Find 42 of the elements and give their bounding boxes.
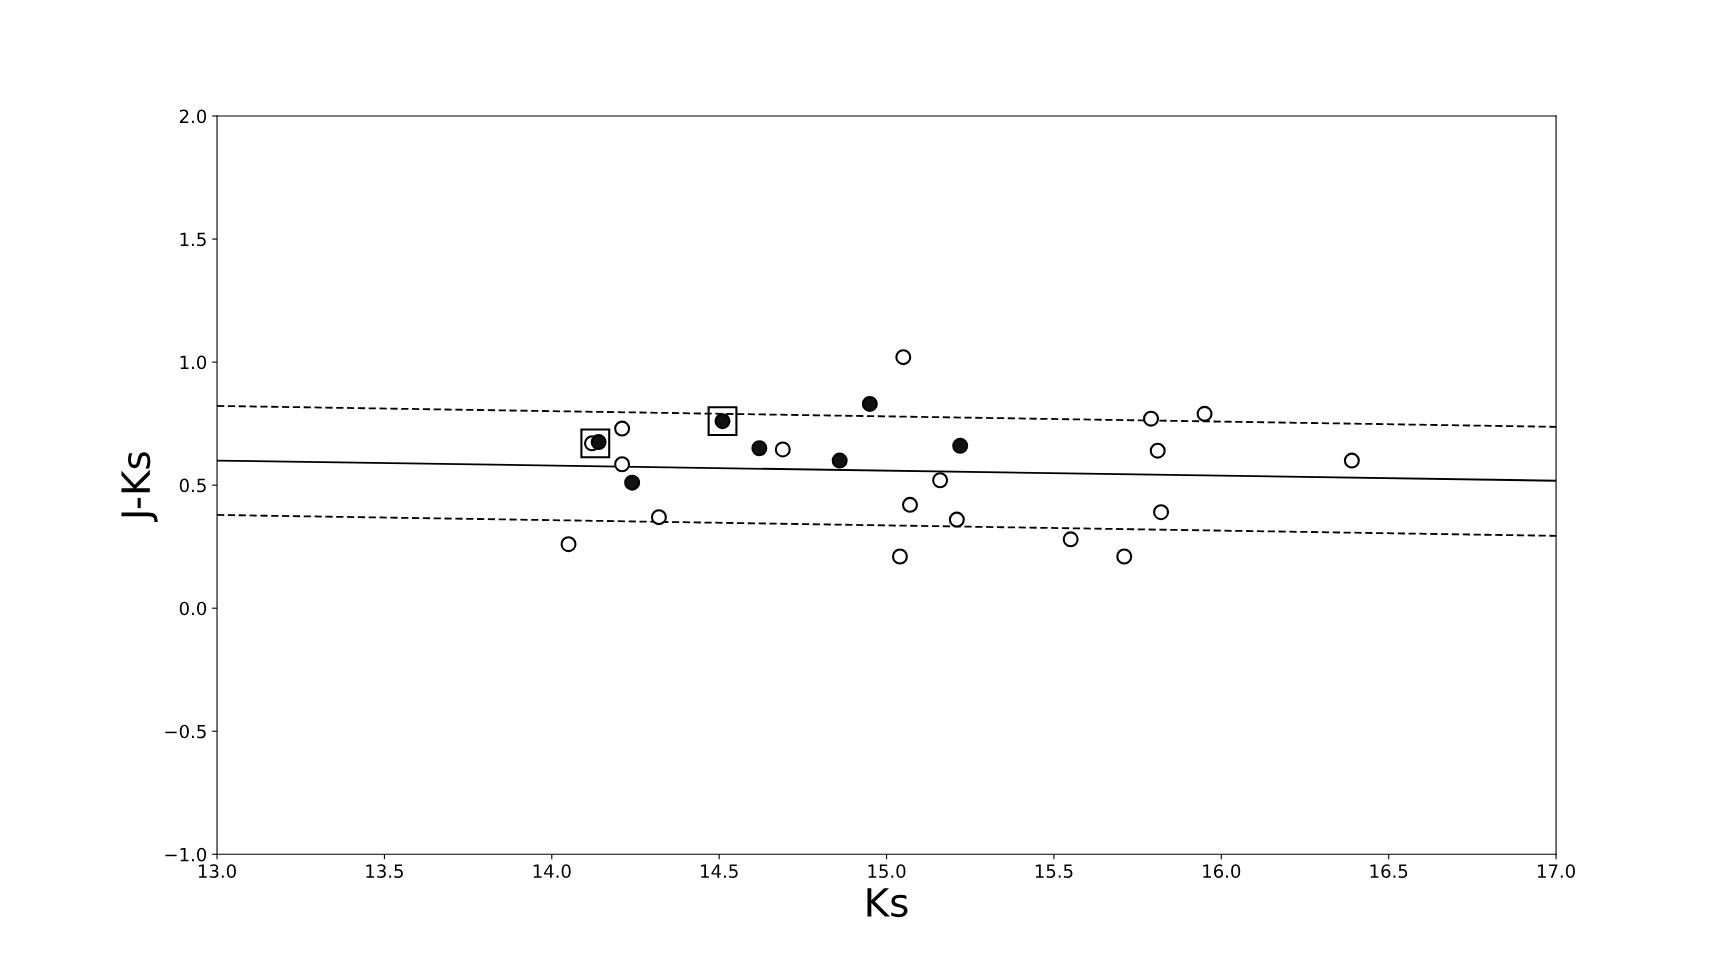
point bbox=[831, 452, 848, 469]
x-tick-label: 15.0 bbox=[868, 864, 906, 878]
y-tick-label: 0.5 bbox=[179, 478, 206, 493]
point bbox=[614, 420, 631, 437]
point bbox=[774, 441, 791, 458]
point bbox=[624, 474, 641, 491]
x-tick-label: 14.0 bbox=[533, 864, 571, 878]
point bbox=[751, 440, 768, 457]
y-tick-label: −0.5 bbox=[165, 724, 206, 739]
x-tick-label: 16.0 bbox=[1203, 864, 1241, 878]
point bbox=[1062, 531, 1079, 548]
point bbox=[1153, 504, 1170, 521]
x-tick-label: 17.0 bbox=[1537, 864, 1575, 878]
point bbox=[1149, 442, 1166, 459]
point bbox=[580, 428, 611, 459]
point bbox=[952, 437, 969, 454]
x-tick-label: 14.5 bbox=[701, 864, 738, 878]
y-tick-label: 0.0 bbox=[179, 601, 207, 616]
point bbox=[614, 456, 631, 473]
point bbox=[895, 349, 912, 366]
point bbox=[1116, 548, 1133, 565]
point bbox=[650, 509, 667, 526]
point bbox=[1143, 410, 1159, 427]
point bbox=[932, 472, 949, 489]
x-tick-label: 16.5 bbox=[1370, 864, 1408, 878]
x-tick-label: 13.5 bbox=[366, 864, 403, 878]
x-tick-label: 13.0 bbox=[198, 864, 236, 878]
point bbox=[707, 406, 738, 437]
y-tick-label: −1.0 bbox=[165, 847, 207, 862]
point bbox=[891, 548, 908, 565]
x-axis-title: Ks bbox=[867, 888, 908, 918]
point bbox=[902, 496, 918, 513]
x-tick-label: 15.5 bbox=[1035, 864, 1073, 878]
point bbox=[861, 395, 878, 412]
point bbox=[1196, 405, 1213, 422]
point bbox=[948, 511, 965, 528]
point bbox=[1343, 452, 1360, 469]
y-tick-label: 1.5 bbox=[180, 232, 206, 247]
y-axis-title: J-Ks bbox=[121, 452, 158, 523]
y-tick-label: 2.0 bbox=[179, 109, 207, 124]
y-tick-label: 1.0 bbox=[180, 355, 207, 370]
point bbox=[560, 536, 577, 553]
